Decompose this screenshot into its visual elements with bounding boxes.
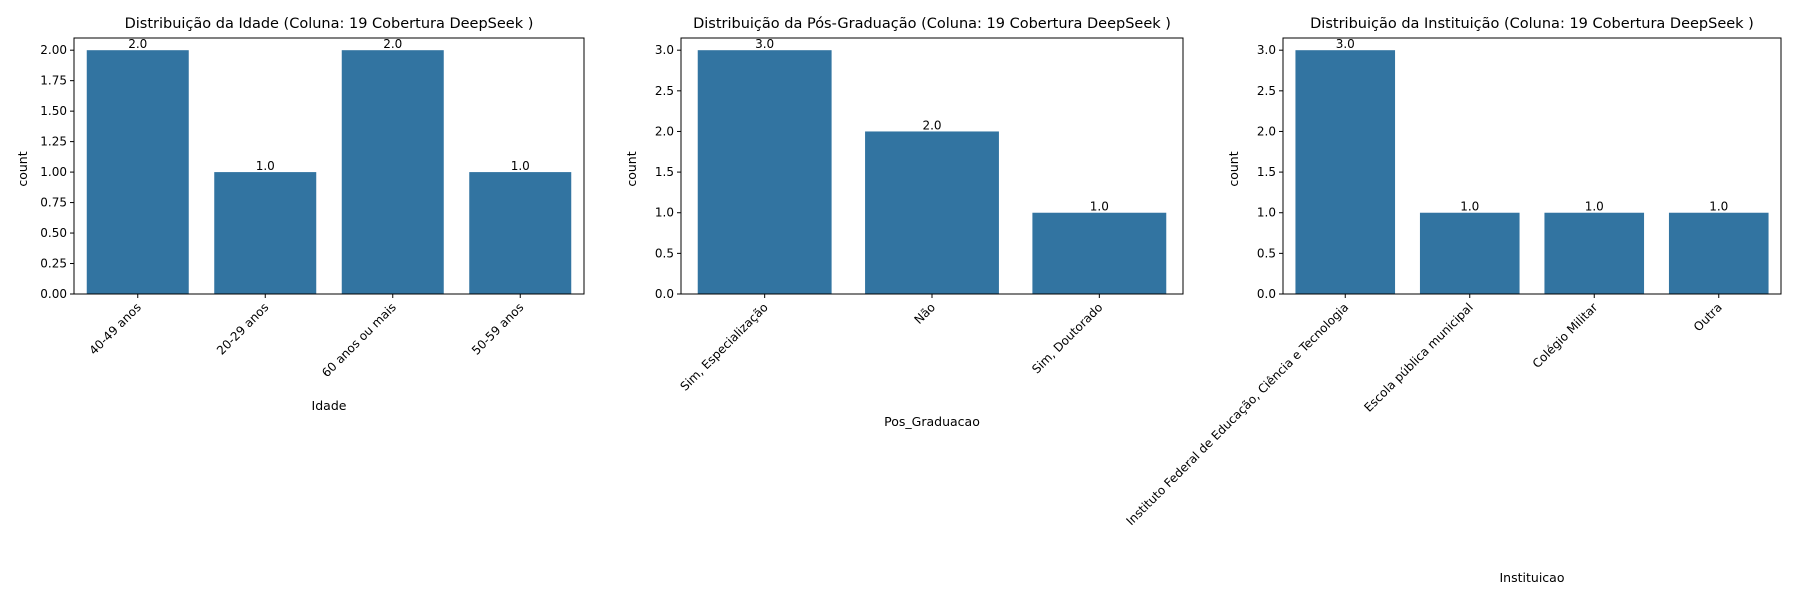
bar (1032, 212, 1167, 294)
plot-area: 2.0 1.0 2.0 1.0 0.00 0.25 0.50 0.75 1.00 1.25 1.50… (40, 37, 585, 380)
bar (697, 50, 832, 294)
bar-value-label: 3.0 (1336, 37, 1355, 51)
bar (469, 172, 572, 294)
chart-idade: Distribuição da Idade (Coluna: 19 Cobert… (15, 16, 585, 413)
x-axis-label: Idade (312, 398, 347, 413)
axes-frame (73, 37, 585, 295)
y-tick-label: 2.00 (40, 43, 67, 57)
y-tick-label: 1.75 (40, 74, 67, 88)
bar (1668, 212, 1769, 294)
axes-frame (1282, 37, 1782, 295)
y-tick-label: 0.5 (1257, 246, 1276, 260)
x-tick-label: Escola pública municipal (1361, 300, 1476, 415)
y-tick-label: 2.5 (1257, 84, 1276, 98)
y-tick-label: 2.0 (655, 124, 674, 138)
y-axis-label: count (1226, 151, 1241, 186)
bar-value-label: 1.0 (256, 159, 275, 173)
x-tick-label: Colégio Militar (1530, 300, 1601, 371)
chart-title: Distribuição da Pós-Graduação (Coluna: 1… (693, 16, 1171, 32)
y-tick-label: 1.5 (655, 165, 674, 179)
chart-title: Distribuição da Idade (Coluna: 19 Cobert… (125, 16, 534, 32)
y-tick-label: 1.5 (1257, 165, 1276, 179)
y-tick-label: 0.25 (40, 257, 67, 271)
bar-value-label: 2.0 (383, 37, 402, 51)
bar-value-label: 3.0 (755, 37, 774, 51)
bar-value-label: 1.0 (1709, 200, 1728, 214)
bar (214, 172, 317, 294)
x-axis-label: Instituicao (1500, 570, 1565, 585)
bar-value-label: 2.0 (922, 118, 941, 132)
y-tick-label: 2.0 (1257, 124, 1276, 138)
x-axis-label: Pos_Graduacao (884, 414, 980, 429)
plot-area: 3.0 2.0 1.0 0.0 0.5 1.0 1.5 2.0 2.5 3.0 Sim, Espec… (655, 37, 1184, 394)
x-tick-label: 40-49 anos (86, 300, 143, 357)
y-axis-label: count (15, 151, 30, 186)
y-axis-label: count (624, 151, 639, 186)
x-tick-label: 20-29 anos (214, 300, 271, 357)
y-tick-label: 3.0 (1257, 43, 1276, 57)
plot-area: 3.0 1.0 1.0 1.0 0.0 0.5 1.0 1.5 2.0 2.5 3.0 Institu… (1123, 37, 1782, 528)
bar-value-label: 1.0 (1460, 200, 1479, 214)
bar (1295, 50, 1396, 294)
y-tick-label: 0.75 (40, 196, 67, 210)
x-tick-label: Sim, Doutorado (1029, 300, 1105, 376)
y-tick-label: 1.50 (40, 104, 67, 118)
x-tick-label: Sim, Especialização (677, 300, 770, 393)
y-tick-label: 1.25 (40, 135, 67, 149)
chart-instituicao: Distribuição da Instituição (Coluna: 19 … (1123, 16, 1782, 585)
bar (1544, 212, 1645, 294)
y-tick-label: 0.00 (40, 287, 67, 301)
bar (1419, 212, 1520, 294)
x-tick-label: Outra (1691, 300, 1725, 334)
bar-value-label: 1.0 (1585, 200, 1604, 214)
bar (86, 50, 189, 294)
bar-value-label: 2.0 (128, 37, 147, 51)
y-tick-label: 2.5 (655, 84, 674, 98)
y-tick-label: 0.0 (655, 287, 674, 301)
x-tick-label: 50-59 anos (469, 300, 526, 357)
y-tick-label: 1.00 (40, 165, 67, 179)
bar (341, 50, 444, 294)
y-tick-label: 1.0 (1257, 206, 1276, 220)
bar-value-label: 1.0 (511, 159, 530, 173)
y-tick-label: 3.0 (655, 43, 674, 57)
x-tick-label: Não (911, 300, 938, 327)
x-tick-label: Instituto Federal de Educação, Ciência e… (1123, 300, 1351, 528)
chart-title: Distribuição da Instituição (Coluna: 19 … (1310, 16, 1754, 32)
x-tick-label: 60 anos ou mais (319, 300, 399, 380)
y-tick-label: 0.0 (1257, 287, 1276, 301)
bar-value-label: 1.0 (1090, 200, 1109, 214)
y-tick-label: 0.50 (40, 226, 67, 240)
bar (865, 131, 999, 294)
chart-pos-graduacao: Distribuição da Pós-Graduação (Coluna: 1… (624, 16, 1184, 429)
y-tick-label: 0.5 (655, 246, 674, 260)
y-tick-label: 1.0 (655, 206, 674, 220)
